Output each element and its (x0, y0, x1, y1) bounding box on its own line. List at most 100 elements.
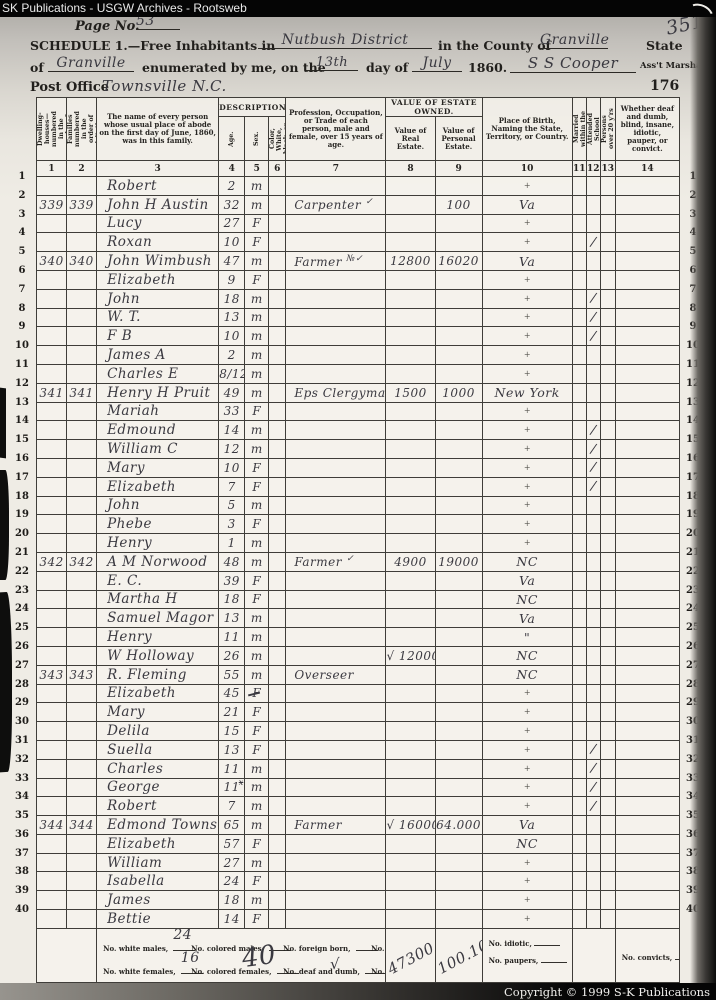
cell-school (585, 514, 601, 535)
cell-cannot-read (599, 815, 616, 835)
cell-personal-estate (434, 909, 483, 929)
row-number: 10 (15, 340, 29, 352)
row-number: 20 (15, 528, 29, 540)
census-row: Charles 11 m + / (35, 758, 681, 779)
cell-school (585, 608, 601, 629)
cell-school: / (585, 439, 601, 459)
cell-personal-estate: 64.000 (434, 815, 483, 835)
cell-birthplace: + (481, 345, 573, 365)
cell-married (571, 476, 587, 497)
row-number: 3 (18, 208, 26, 220)
cell-married (571, 382, 587, 403)
cell-family (66, 796, 98, 817)
census-row: Henry 1 m + (35, 533, 681, 553)
cell-birthplace: + (481, 852, 573, 873)
cell-cannot-read (599, 739, 616, 760)
census-row: George 11 x m + / (35, 777, 681, 798)
cell-cannot-read (599, 476, 616, 497)
cell-married (571, 796, 587, 817)
cell-remarks (614, 439, 681, 459)
footer-tally: No. white females, 16 (103, 950, 203, 978)
cell-real-estate (385, 176, 436, 196)
cell-age: 2 (218, 176, 246, 196)
cell-remarks (614, 758, 681, 779)
cell-name: Roxan (96, 232, 220, 253)
cell-school: / (585, 232, 601, 253)
cell-birthplace: + (481, 476, 573, 497)
cell-cannot-read (599, 777, 616, 798)
header-name: The name of every person whose usual pla… (96, 97, 220, 161)
header-cannot-read: Persons over 20 y'rs of age who cannot r… (599, 97, 616, 161)
cell-remarks (614, 608, 681, 629)
cell-married (571, 213, 587, 234)
cell-real-estate (385, 909, 436, 929)
cell-married (571, 570, 587, 591)
row-number: 40 (15, 904, 29, 916)
cell-occupation (285, 269, 387, 290)
cell-sex: F (244, 909, 270, 929)
cell-real-estate (385, 533, 436, 553)
cell-married (571, 589, 587, 610)
cell-birthplace: + (481, 457, 573, 478)
cell-family (66, 363, 98, 384)
cell-personal-estate (434, 457, 483, 478)
cell-name: Delila (96, 721, 220, 741)
header-personal-estate: Value of Personal Estate. (434, 116, 483, 161)
cell-married (571, 664, 587, 685)
county-prefix: in the County of (438, 38, 551, 53)
cell-remarks (614, 514, 681, 535)
scan-artifact (0, 387, 6, 459)
cell-school: / (585, 457, 601, 478)
cell-real-estate (385, 495, 436, 516)
cell-sex: F (244, 232, 270, 253)
cell-dwelling (35, 288, 68, 309)
cell-occupation (285, 683, 387, 704)
cell-personal-estate (434, 589, 483, 610)
cell-real-estate (385, 721, 436, 741)
cell-personal-estate (434, 533, 483, 553)
cell-sex: m (244, 796, 270, 817)
cell-remarks (614, 702, 681, 723)
cell-name: Bettie (96, 909, 220, 929)
cell-color (268, 439, 287, 459)
cell-birthplace: Va (481, 570, 573, 591)
cell-school: / (585, 288, 601, 309)
cell-name: A M Norwood (96, 551, 220, 572)
header-remarks: Whether deaf and dumb, blind, insane, id… (614, 97, 681, 161)
cell-name: Elizabeth (96, 476, 220, 497)
cell-cannot-read (599, 721, 616, 741)
cell-school (585, 345, 601, 365)
cell-occupation (285, 345, 387, 365)
cell-occupation (285, 401, 387, 422)
footer-real-estate-total: 47300 (385, 927, 436, 983)
cell-dwelling (35, 401, 68, 422)
cell-school: / (585, 796, 601, 817)
cell-sex: F (244, 683, 270, 704)
cell-family (66, 232, 98, 253)
cell-remarks (614, 777, 681, 798)
cell-married (571, 176, 587, 196)
cell-name: Martha H (96, 589, 220, 610)
cell-color (268, 777, 287, 798)
cell-married (571, 758, 587, 779)
cell-remarks (614, 852, 681, 873)
cell-color (268, 194, 287, 215)
cell-sex: F (244, 213, 270, 234)
cell-real-estate: 12800 (385, 251, 436, 271)
row-number: 29 (15, 697, 29, 709)
scribble-total: 40 (240, 939, 279, 975)
cell-occupation (285, 833, 387, 854)
cell-birthplace: + (481, 420, 573, 441)
cell-dwelling (35, 363, 68, 384)
cell-birthplace: + (481, 326, 573, 347)
census-table: Dwelling-houses— numbered in the order o… (35, 97, 681, 983)
cell-name: Phebe (96, 514, 220, 535)
cell-color (268, 758, 287, 779)
cell-married (571, 645, 587, 666)
cell-family (66, 269, 98, 290)
cell-occupation (285, 852, 387, 873)
cell-occupation (285, 363, 387, 384)
cell-family (66, 683, 98, 704)
cell-birthplace: + (481, 363, 573, 384)
cell-remarks (614, 664, 681, 685)
